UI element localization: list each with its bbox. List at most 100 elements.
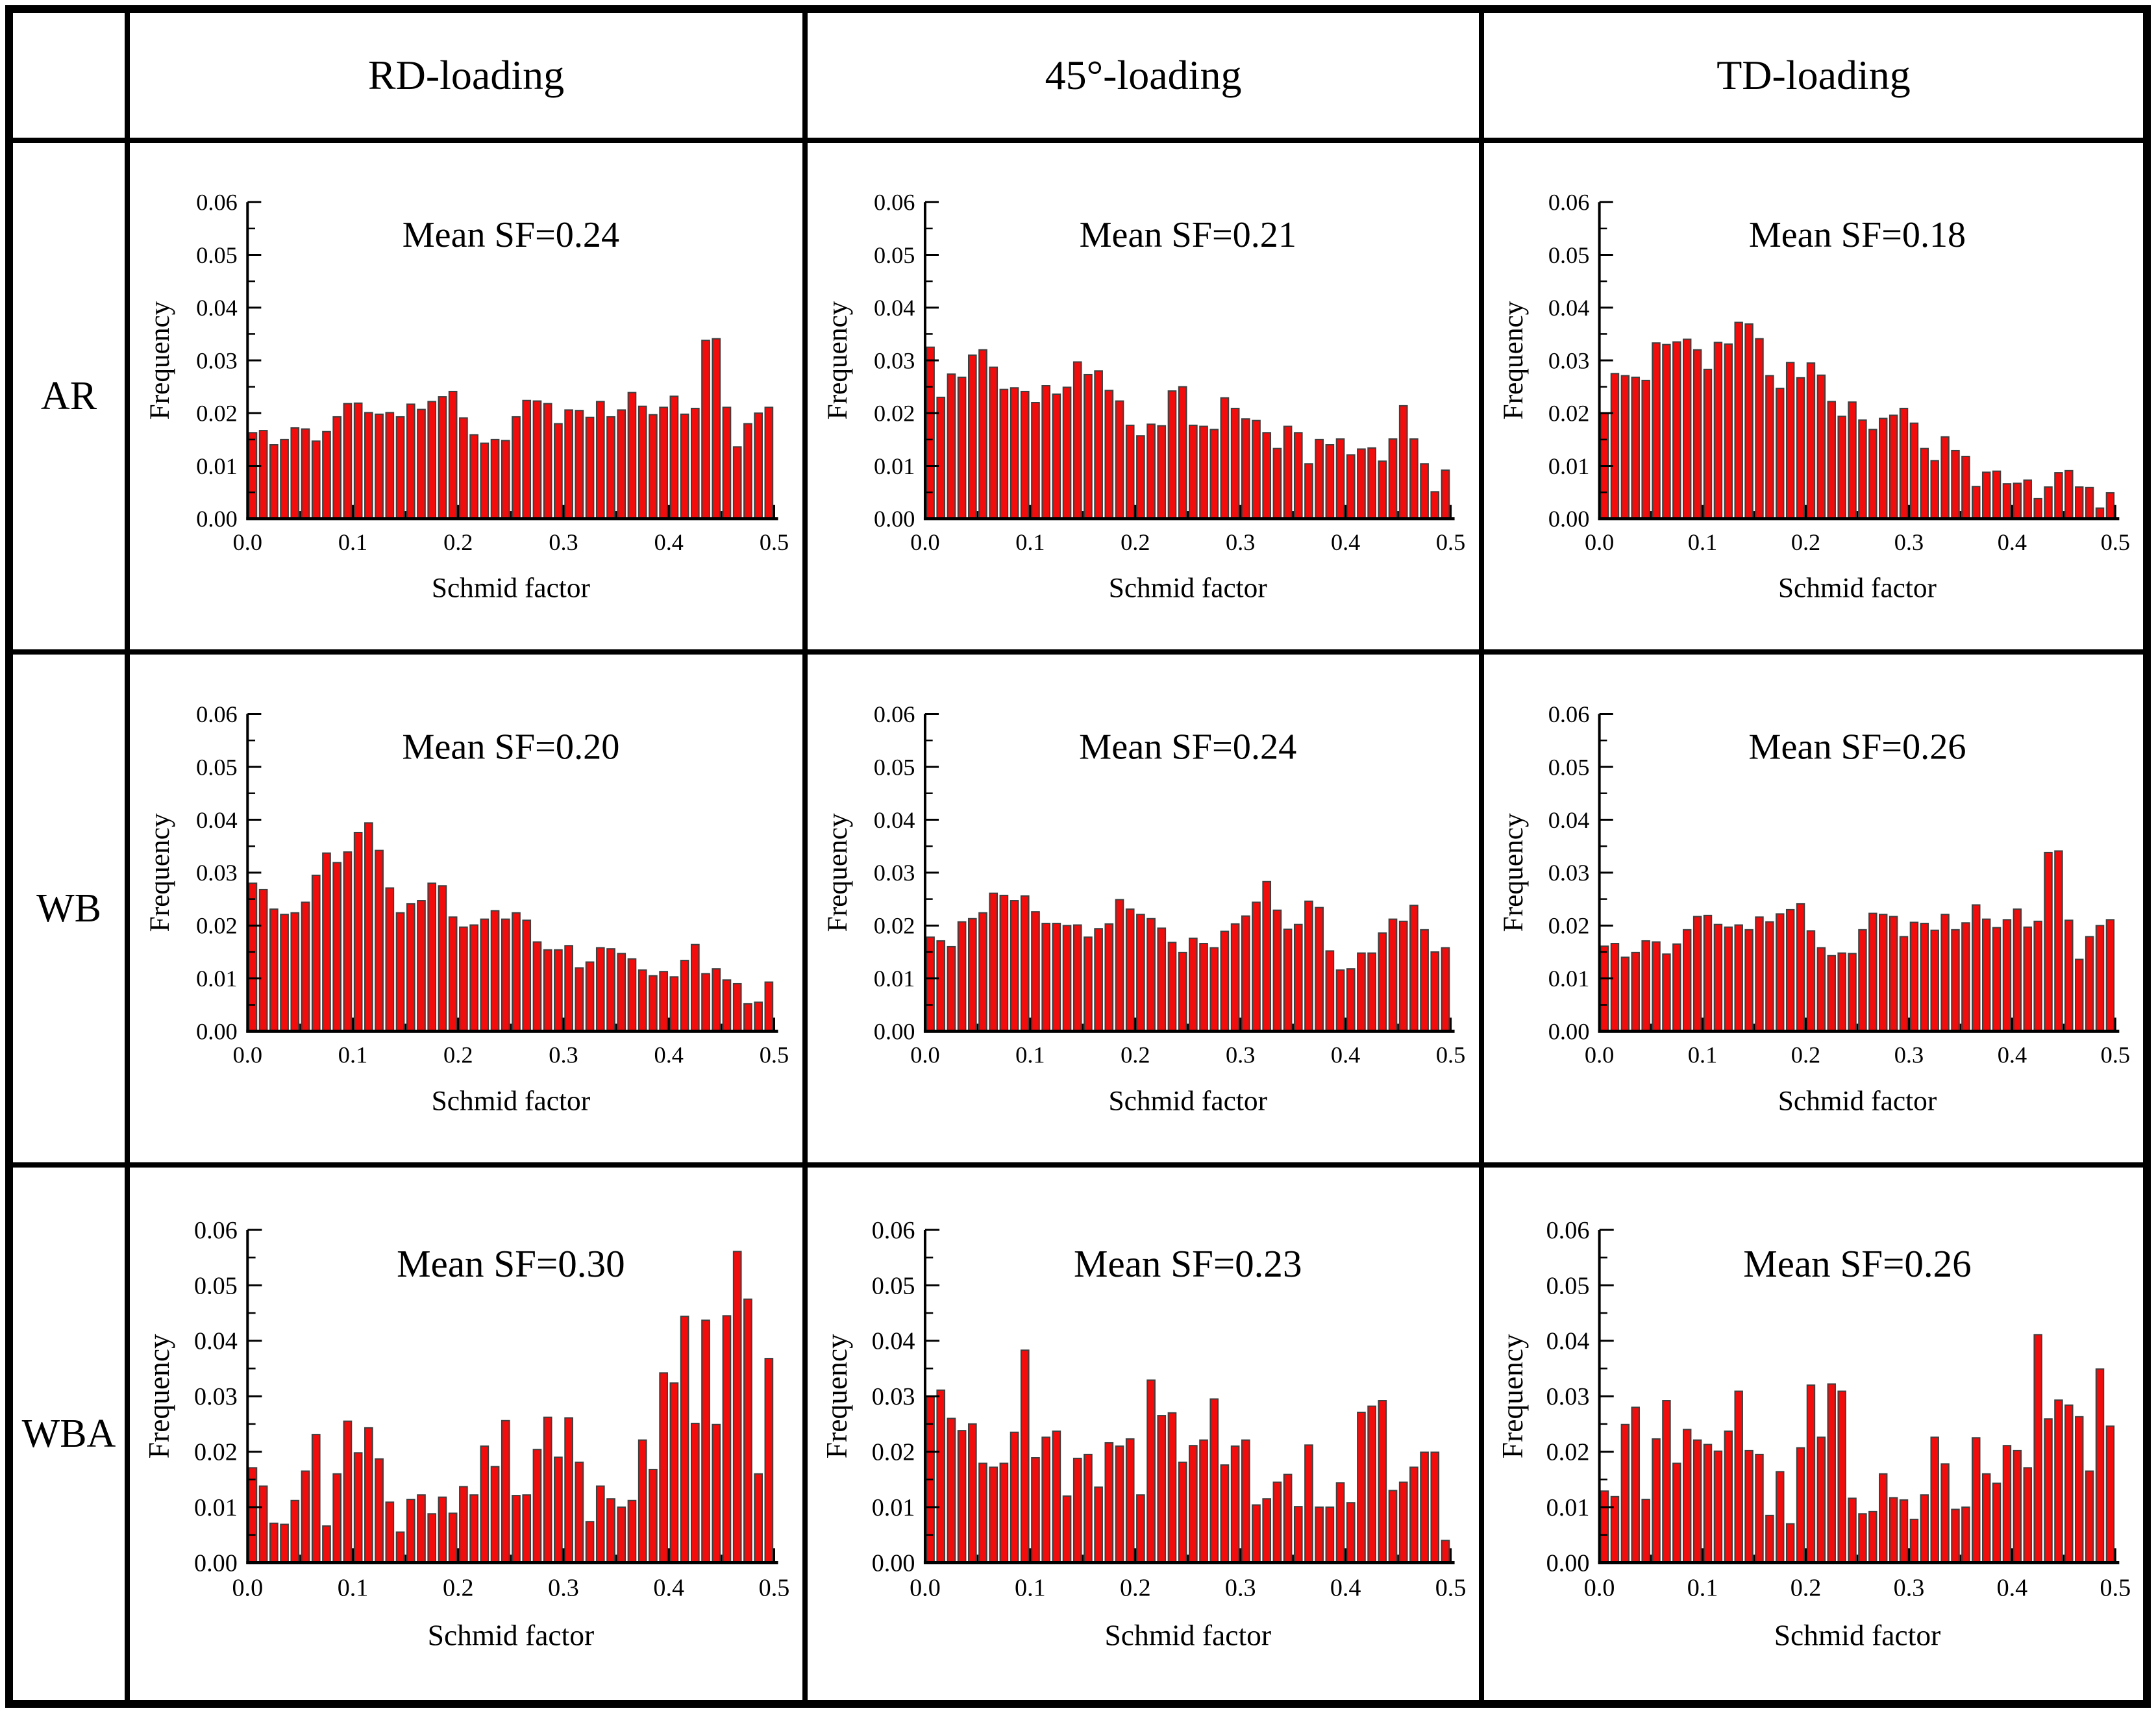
svg-text:0.2: 0.2	[1790, 1574, 1822, 1601]
svg-text:0.03: 0.03	[1546, 1383, 1590, 1410]
svg-text:0.06: 0.06	[1546, 1217, 1590, 1244]
svg-text:0.1: 0.1	[338, 529, 367, 555]
svg-text:0.00: 0.00	[196, 506, 237, 532]
svg-text:0.0: 0.0	[910, 1042, 939, 1068]
svg-text:0.06: 0.06	[872, 1217, 915, 1244]
svg-text:0.0: 0.0	[910, 1574, 941, 1601]
svg-text:0.0: 0.0	[233, 529, 262, 555]
svg-text:0.0: 0.0	[1585, 529, 1614, 555]
svg-text:0.05: 0.05	[1548, 754, 1590, 780]
svg-text:0.3: 0.3	[548, 1574, 579, 1601]
row-label-wb: WB	[13, 655, 125, 1162]
histogram-cell-wba-td: 0.00 0.01 0.02 0.03 0.04 0.05 0.06 0.0 0.1 0.2 0.3…	[1484, 1168, 2143, 1700]
svg-text:0.02: 0.02	[874, 401, 915, 427]
svg-text:Schmid factor: Schmid factor	[1778, 1085, 1937, 1116]
svg-text:0.01: 0.01	[1546, 1494, 1590, 1521]
svg-text:0.2: 0.2	[1121, 529, 1150, 555]
svg-text:0.03: 0.03	[1548, 860, 1590, 886]
svg-text:0.5: 0.5	[2100, 1574, 2131, 1601]
svg-text:0.0: 0.0	[233, 1042, 262, 1068]
svg-text:0.05: 0.05	[1548, 242, 1589, 268]
svg-text:0.1: 0.1	[1015, 529, 1045, 555]
svg-text:Frequency: Frequency	[1496, 1334, 1529, 1458]
svg-text:Mean SF=0.26: Mean SF=0.26	[1748, 727, 1966, 767]
svg-text:Mean SF=0.18: Mean SF=0.18	[1749, 215, 1966, 255]
svg-text:0.1: 0.1	[1015, 1574, 1046, 1601]
svg-text:0.01: 0.01	[1548, 966, 1590, 992]
svg-text:0.02: 0.02	[1548, 401, 1589, 427]
histogram-wb-rd: 0.00 0.01 0.02 0.03 0.04 0.05 0.06 0.0 0.1 0.2 0.3…	[144, 701, 789, 1117]
svg-text:0.3: 0.3	[1894, 1042, 1924, 1068]
svg-text:0.3: 0.3	[1225, 1574, 1256, 1601]
histogram-ar-td: 0.00 0.01 0.02 0.03 0.04 0.05 0.06 0.0 0.1 0.2 0.3…	[1498, 190, 2130, 604]
histogram-wba-45: 0.00 0.01 0.02 0.03 0.04 0.05 0.06 0.0 0.1 0.2 0.3…	[820, 1217, 1466, 1652]
histogram-cell-wb-td: 0.00 0.01 0.02 0.03 0.04 0.05 0.06 0.0 0.1 0.2 0.3…	[1484, 655, 2143, 1162]
svg-text:0.4: 0.4	[1998, 1042, 2027, 1068]
svg-text:0.04: 0.04	[196, 807, 238, 833]
svg-text:0.03: 0.03	[194, 1383, 238, 1410]
svg-text:0.06: 0.06	[1548, 701, 1590, 727]
svg-text:Frequency: Frequency	[142, 1334, 175, 1458]
svg-text:0.02: 0.02	[872, 1439, 915, 1466]
svg-text:0.05: 0.05	[196, 242, 237, 268]
svg-text:0.01: 0.01	[196, 453, 237, 479]
svg-text:0.03: 0.03	[1548, 347, 1589, 373]
svg-text:0.06: 0.06	[1548, 190, 1589, 216]
svg-text:0.04: 0.04	[874, 295, 915, 321]
svg-text:0.00: 0.00	[874, 506, 915, 532]
svg-text:0.04: 0.04	[1548, 807, 1590, 833]
svg-text:0.4: 0.4	[653, 1574, 684, 1601]
svg-text:0.00: 0.00	[1548, 506, 1589, 532]
svg-text:0.4: 0.4	[1997, 1574, 2028, 1601]
svg-text:0.3: 0.3	[549, 529, 578, 555]
svg-text:0.0: 0.0	[1585, 1042, 1614, 1068]
svg-text:Frequency: Frequency	[820, 1334, 853, 1458]
svg-text:Schmid factor: Schmid factor	[428, 1619, 595, 1652]
corner-cell	[13, 13, 125, 138]
svg-text:Mean SF=0.21: Mean SF=0.21	[1080, 215, 1296, 255]
svg-text:0.4: 0.4	[1998, 529, 2027, 555]
svg-text:0.04: 0.04	[874, 807, 915, 833]
svg-text:Schmid factor: Schmid factor	[432, 1085, 591, 1116]
svg-text:Frequency: Frequency	[1498, 301, 1529, 419]
svg-text:0.06: 0.06	[196, 701, 238, 727]
svg-text:0.0: 0.0	[232, 1574, 263, 1601]
svg-text:0.03: 0.03	[874, 347, 915, 373]
svg-text:Frequency: Frequency	[144, 301, 175, 419]
svg-text:0.1: 0.1	[1688, 529, 1717, 555]
svg-text:Frequency: Frequency	[822, 813, 853, 932]
svg-text:Frequency: Frequency	[822, 301, 853, 419]
histogram-wb-td: 0.00 0.01 0.02 0.03 0.04 0.05 0.06 0.0 0.1 0.2 0.3…	[1498, 701, 2130, 1117]
svg-text:0.02: 0.02	[1548, 913, 1590, 939]
svg-text:0.00: 0.00	[872, 1549, 915, 1577]
svg-text:0.01: 0.01	[194, 1494, 238, 1521]
svg-text:Schmid factor: Schmid factor	[1105, 1619, 1272, 1652]
svg-text:0.03: 0.03	[196, 860, 238, 886]
row-label-ar: AR	[13, 143, 125, 649]
svg-text:0.06: 0.06	[874, 701, 915, 727]
svg-text:0.02: 0.02	[1546, 1439, 1590, 1466]
svg-text:0.02: 0.02	[874, 913, 915, 939]
svg-text:Schmid factor: Schmid factor	[1774, 1619, 1941, 1652]
svg-text:0.1: 0.1	[338, 1574, 369, 1601]
histogram-cell-wb-45: 0.00 0.01 0.02 0.03 0.04 0.05 0.06 0.0 0.1 0.2 0.3…	[808, 655, 1479, 1162]
svg-text:0.5: 0.5	[1436, 1042, 1465, 1068]
svg-text:0.2: 0.2	[443, 1574, 474, 1601]
svg-text:0.01: 0.01	[196, 966, 238, 992]
svg-text:0.2: 0.2	[443, 529, 473, 555]
svg-text:0.2: 0.2	[1791, 529, 1820, 555]
svg-text:Mean SF=0.20: Mean SF=0.20	[402, 727, 619, 767]
svg-text:0.05: 0.05	[874, 242, 915, 268]
svg-text:0.05: 0.05	[874, 754, 915, 780]
svg-text:0.05: 0.05	[196, 754, 238, 780]
svg-text:0.1: 0.1	[1688, 1042, 1717, 1068]
col-header-45-loading: 45°-loading	[808, 13, 1479, 138]
svg-text:0.00: 0.00	[1546, 1549, 1590, 1577]
svg-text:0.4: 0.4	[654, 529, 684, 555]
svg-text:Schmid factor: Schmid factor	[432, 573, 591, 604]
svg-text:0.4: 0.4	[1330, 1574, 1361, 1601]
svg-text:Schmid factor: Schmid factor	[1108, 1085, 1267, 1116]
col-header-rd-loading: RD-loading	[130, 13, 802, 138]
svg-text:0.04: 0.04	[1548, 295, 1589, 321]
